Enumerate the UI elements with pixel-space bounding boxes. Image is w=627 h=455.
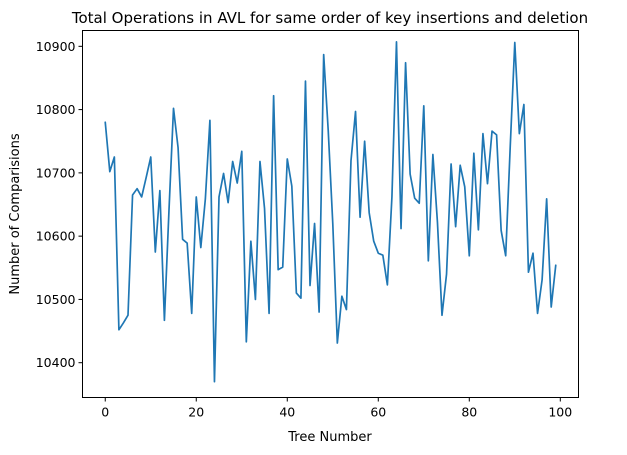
y-tick-label: 10800 [36,102,76,117]
chart-title: Total Operations in AVL for same order o… [71,9,588,27]
x-axis-label: Tree Number [287,430,372,445]
y-tick-label: 10500 [36,292,76,307]
x-tick-label: 80 [461,405,477,420]
plot-frame [82,30,579,398]
x-tick-label: 100 [548,405,572,420]
x-tick-label: 60 [370,405,386,420]
y-axis: 10400 10500 10600 10700 10800 10900 [36,39,83,370]
y-axis-label: Number of Comparisions [8,133,23,294]
y-tick-label: 10600 [36,229,76,244]
x-tick-label: 40 [279,405,295,420]
y-tick-label: 10900 [36,39,76,54]
y-tick-label: 10700 [36,165,76,180]
x-tick-label: 0 [101,405,109,420]
series-line [104,41,557,383]
x-axis: 0 20 40 60 80 100 [101,397,572,420]
y-tick-label: 10400 [36,355,76,370]
x-tick-label: 20 [188,405,204,420]
